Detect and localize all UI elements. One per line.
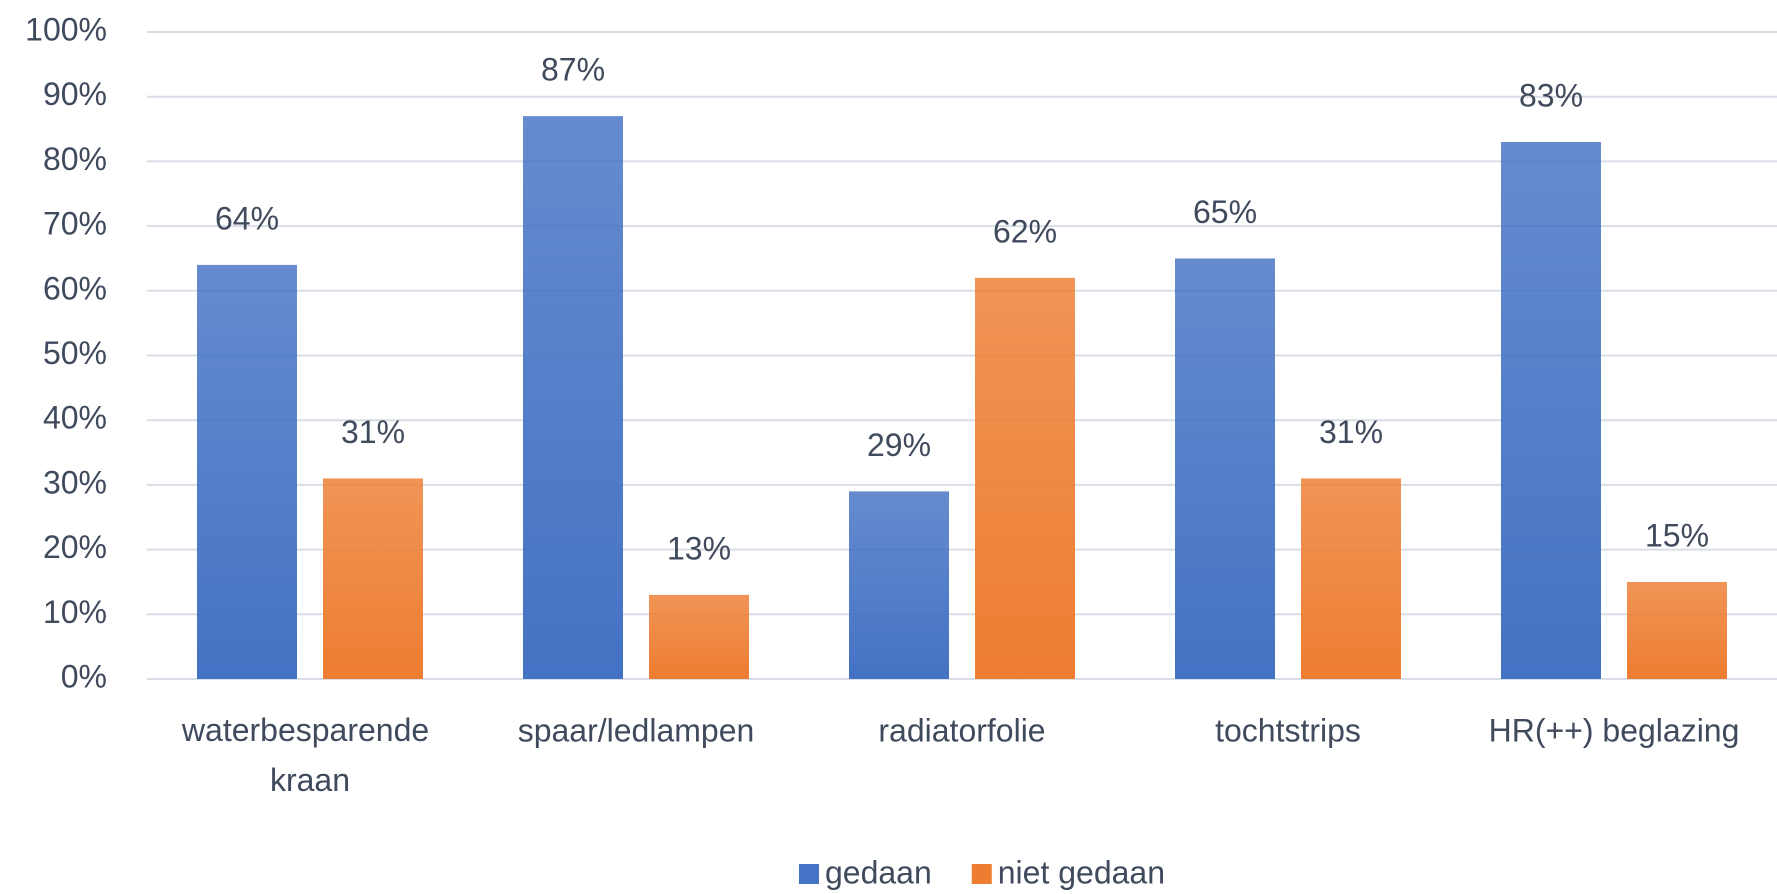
data-label: 83% <box>1519 77 1583 113</box>
data-label: 13% <box>667 530 731 566</box>
data-label: 15% <box>1645 517 1709 553</box>
y-tick-label: 50% <box>43 335 107 371</box>
legend-item: niet gedaan <box>971 854 1165 890</box>
data-label: 31% <box>1319 414 1383 450</box>
data-label: 64% <box>215 200 279 236</box>
y-tick-label: 70% <box>43 206 107 242</box>
bar <box>523 116 623 680</box>
y-tick-label: 80% <box>43 141 107 177</box>
bar <box>1501 141 1601 680</box>
legend-label: niet gedaan <box>998 854 1165 890</box>
data-label: 62% <box>993 213 1057 249</box>
bar <box>1301 478 1401 679</box>
bar <box>649 594 749 679</box>
data-label: 87% <box>541 52 605 88</box>
bar <box>197 264 297 679</box>
bar <box>975 277 1075 679</box>
bar <box>1175 258 1275 679</box>
y-tick-label: 20% <box>43 529 107 565</box>
bar <box>849 491 949 679</box>
y-tick-label: 10% <box>43 594 107 630</box>
y-tick-label: 40% <box>43 400 107 436</box>
x-tick-label: waterbesparende kraan <box>181 712 438 798</box>
legend-item: gedaan <box>798 854 932 890</box>
legend-swatch <box>798 864 819 884</box>
data-label: 29% <box>867 427 931 463</box>
legend: gedaan niet gedaan <box>798 854 1165 890</box>
bar <box>323 478 423 679</box>
bar <box>1627 581 1727 679</box>
data-label: 65% <box>1193 194 1257 230</box>
data-label: 31% <box>341 414 405 450</box>
x-tick-label: radiatorfolie <box>878 712 1045 748</box>
y-tick-label: 100% <box>25 11 107 47</box>
x-tick-label: HR(++) beglazing <box>1489 712 1740 748</box>
x-tick-label: tochtstrips <box>1215 712 1361 748</box>
legend-swatch <box>971 864 992 884</box>
y-tick-label: 90% <box>43 76 107 112</box>
y-tick-label: 30% <box>43 464 107 500</box>
legend-label: gedaan <box>825 854 932 890</box>
y-tick-label: 0% <box>61 658 107 694</box>
y-tick-label: 60% <box>43 270 107 306</box>
x-tick-label: spaar/ledlampen <box>518 712 755 748</box>
